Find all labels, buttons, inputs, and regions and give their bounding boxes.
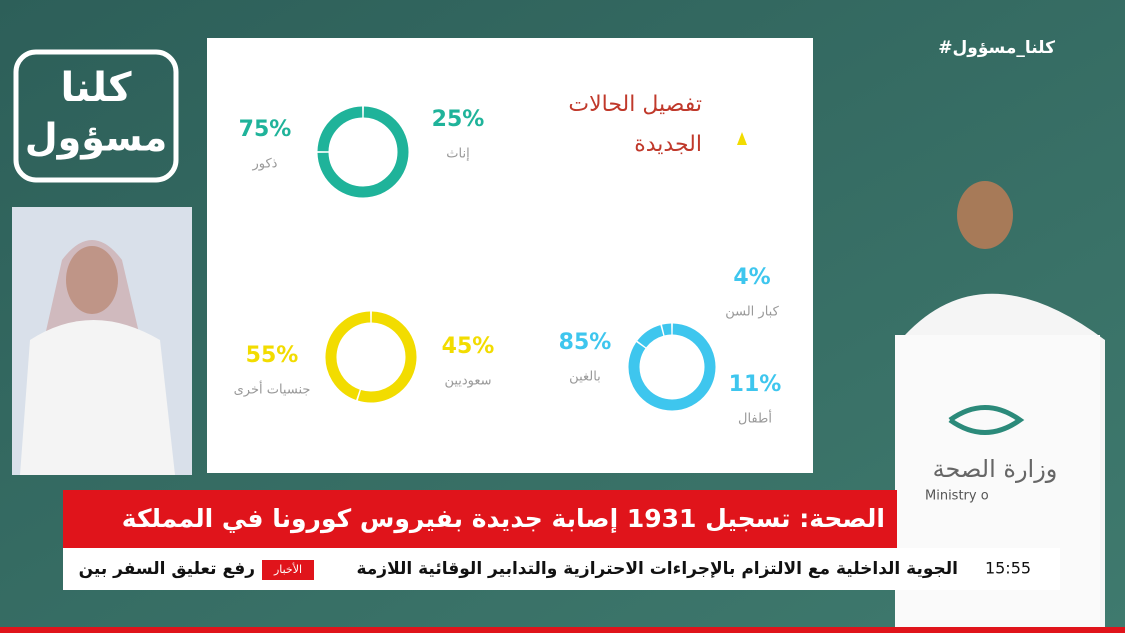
headline-bar bbox=[63, 490, 897, 548]
donut-segment bbox=[317, 106, 363, 152]
logo-text: مسؤول bbox=[25, 116, 168, 161]
slide bbox=[207, 38, 813, 473]
clock: 15:55 bbox=[985, 559, 1031, 578]
slide-title: تفصيل الحالات bbox=[568, 92, 702, 117]
ticker-text: الجوية الداخلية مع الالتزام بالإجراءات ا… bbox=[356, 559, 958, 579]
hashtag: #كلنا_مسؤول bbox=[938, 38, 1055, 58]
ticker-bar bbox=[63, 548, 1060, 590]
icon bbox=[737, 132, 747, 145]
donut-segment bbox=[628, 323, 716, 411]
logo-text: كلنا bbox=[61, 65, 133, 111]
segment-label: أطفال bbox=[738, 410, 772, 427]
value-label: 11% bbox=[729, 372, 782, 397]
value-label: 55% bbox=[246, 343, 299, 368]
ticker-next: رفع تعليق السفر بين bbox=[79, 559, 255, 579]
segment-label: ذكور bbox=[252, 157, 278, 172]
donut-segment bbox=[662, 323, 672, 336]
donut-segment bbox=[357, 311, 417, 403]
donut-segment bbox=[317, 106, 409, 198]
logo-frame bbox=[13, 49, 179, 183]
signer-body bbox=[20, 320, 175, 475]
charts: 75% ذكور 25% إناث 55% جنسيات أخرى 45% سعوديين 85… bbox=[234, 106, 782, 427]
slide-title: الجديدة bbox=[634, 132, 702, 157]
speaker-head bbox=[957, 181, 1013, 249]
value-label: 4% bbox=[733, 265, 770, 290]
value-label: 45% bbox=[442, 334, 495, 359]
value-label: 25% bbox=[432, 107, 485, 132]
bottom-strip bbox=[0, 627, 1125, 633]
podium-emblem bbox=[948, 405, 1025, 435]
value-label: 75% bbox=[239, 117, 292, 142]
headline: الصحة: تسجيل 1931 إصابة جديدة بفيروس كور… bbox=[122, 504, 885, 534]
segment-label: جنسيات أخرى bbox=[234, 381, 311, 398]
podium-name: وزارة الصحة bbox=[933, 455, 1058, 483]
ticker-badge bbox=[262, 560, 314, 580]
segment-label: بالغين bbox=[569, 370, 601, 385]
segment-label: إناث bbox=[446, 147, 469, 162]
donut-segment bbox=[325, 311, 371, 400]
segment-label: سعوديين bbox=[444, 374, 491, 389]
value-label: 85% bbox=[559, 330, 612, 355]
segment-label: كبار السن bbox=[725, 305, 779, 320]
donut-segment bbox=[637, 325, 664, 348]
ticker-badge-text: الأخبار bbox=[273, 562, 302, 576]
podium-english: Ministry o bbox=[925, 489, 989, 504]
